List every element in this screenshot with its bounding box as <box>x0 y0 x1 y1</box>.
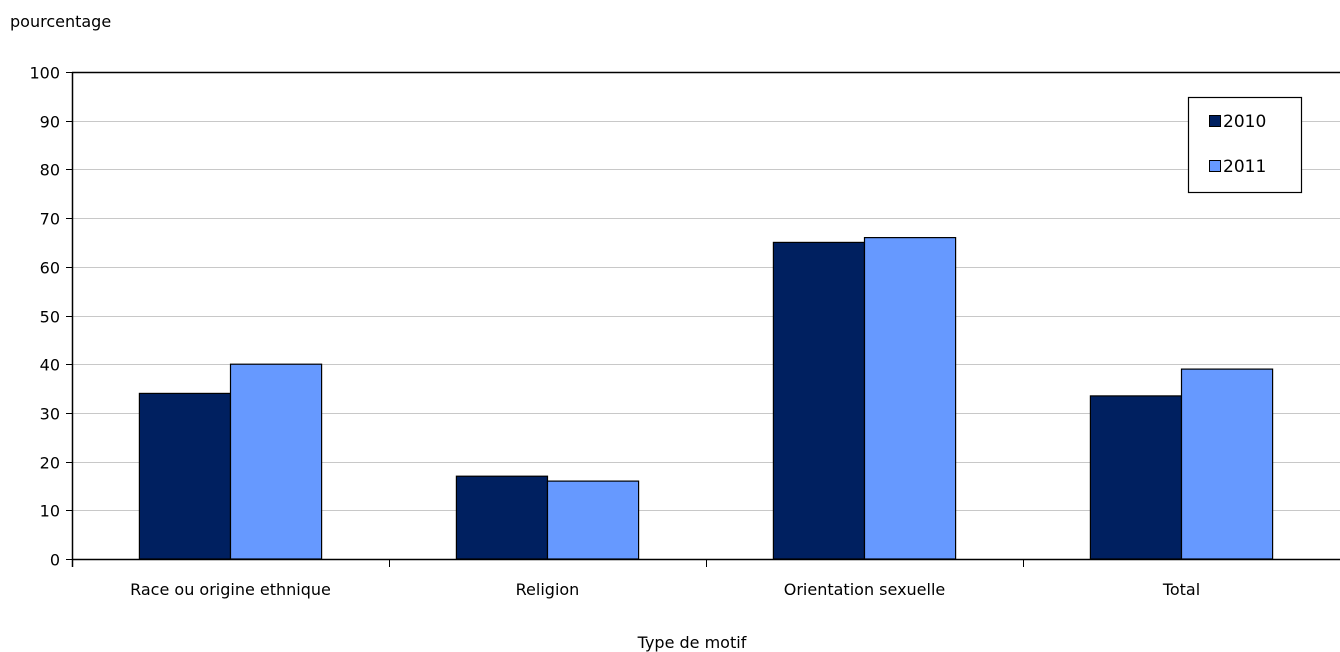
y-tick-label: 40 <box>40 356 60 375</box>
y-tick-label: 20 <box>40 454 60 473</box>
legend-swatch-2010 <box>1209 115 1221 127</box>
legend-label-2010: 2010 <box>1223 112 1266 132</box>
y-tick-label: 30 <box>40 405 60 424</box>
x-tick-label: Total <box>1162 580 1200 599</box>
y-tick-label: 10 <box>40 502 60 521</box>
x-axis-ticks: Race ou origine ethnique Religion Orientat… <box>130 559 1200 599</box>
x-axis-label: Type de motif <box>637 633 747 652</box>
bar-2010-3 <box>1089 395 1183 560</box>
legend: 2010 2011 <box>1187 96 1303 194</box>
bars <box>138 237 1274 560</box>
bar-2010-2 <box>772 241 866 560</box>
y-axis-ticks: 0 10 20 30 40 50 60 70 80 90 100 <box>29 64 72 570</box>
y-axis-label: pourcentage <box>10 12 111 31</box>
x-tick-label: Orientation sexuelle <box>784 580 946 599</box>
x-tick-label: Race ou origine ethnique <box>130 580 331 599</box>
legend-label-2011: 2011 <box>1223 157 1266 177</box>
y-tick-label: 100 <box>29 64 60 83</box>
bar-2011-0 <box>229 363 323 560</box>
bar-2011-3 <box>1180 368 1274 560</box>
y-tick-label: 80 <box>40 161 60 180</box>
x-tick-label: Religion <box>516 580 580 599</box>
bar-2011-1 <box>546 480 640 560</box>
legend-box <box>1187 96 1303 194</box>
y-tick-label: 90 <box>40 113 60 132</box>
bar-2010-1 <box>455 475 549 560</box>
y-tick-label: 0 <box>50 551 60 570</box>
legend-swatch-2011 <box>1209 160 1221 172</box>
bar-2011-2 <box>863 237 957 560</box>
bar-2010-0 <box>138 392 232 560</box>
y-tick-label: 50 <box>40 308 60 327</box>
y-tick-label: 70 <box>40 210 60 229</box>
y-tick-label: 60 <box>40 259 60 278</box>
